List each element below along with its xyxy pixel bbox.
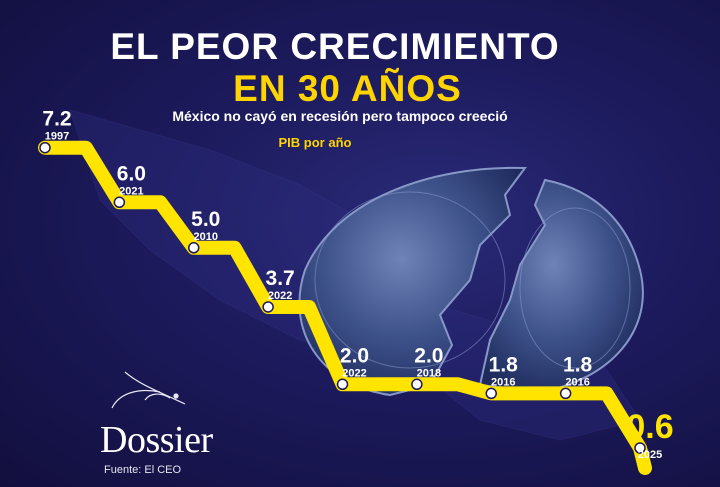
value-label-6: 2.0 bbox=[414, 344, 443, 367]
data-point-4 bbox=[262, 301, 274, 313]
coin-left-inner-ring bbox=[314, 191, 506, 369]
value-label-5: 2.0 bbox=[340, 344, 369, 367]
data-point-3 bbox=[188, 242, 200, 254]
series-line bbox=[38, 140, 652, 475]
year-label-1: 1997 bbox=[45, 131, 69, 143]
value-label-7: 1.8 bbox=[489, 353, 519, 376]
subtitle: México no cayó en recesión pero tampoco … bbox=[172, 108, 508, 124]
dossier-logo-mark bbox=[111, 371, 186, 409]
value-label-8: 1.8 bbox=[563, 353, 593, 376]
broken-coin-illustration bbox=[298, 166, 644, 397]
data-point-6 bbox=[411, 378, 423, 391]
data-point-9 bbox=[634, 442, 646, 454]
year-label-4: 2022 bbox=[268, 290, 292, 302]
data-point-8 bbox=[559, 387, 572, 400]
year-label-3: 2010 bbox=[194, 231, 218, 243]
coin-right-inner-ring bbox=[519, 207, 631, 369]
year-label-5: 2022 bbox=[342, 367, 366, 379]
data-point-2 bbox=[113, 196, 126, 209]
brand-logo-text: Dossier bbox=[100, 419, 213, 461]
source-note: Fuente: El CEO bbox=[104, 464, 182, 476]
value-label-9: 0.6 bbox=[626, 408, 673, 446]
data-point-5 bbox=[336, 378, 349, 391]
title-line-2: EN 30 AÑOS bbox=[233, 68, 462, 109]
year-label-6: 2018 bbox=[417, 367, 441, 379]
value-label-3: 5.0 bbox=[191, 208, 220, 231]
data-point-1 bbox=[39, 141, 51, 154]
value-label-1: 7.2 bbox=[42, 108, 71, 131]
data-point-7 bbox=[485, 387, 497, 400]
gdp-line-chart: 7.219976.020215.020103.720222.020222.020… bbox=[38, 108, 674, 475]
chart-title: PIB por año bbox=[278, 135, 352, 150]
title-line-1: EL PEOR CRECIMIENTO bbox=[110, 26, 560, 67]
year-label-2: 2021 bbox=[119, 185, 143, 197]
value-label-4: 3.7 bbox=[266, 267, 295, 290]
year-label-7: 2016 bbox=[491, 376, 515, 388]
year-label-9: 2025 bbox=[638, 449, 662, 461]
year-label-8: 2016 bbox=[565, 376, 589, 388]
value-label-2: 6.0 bbox=[117, 162, 146, 185]
